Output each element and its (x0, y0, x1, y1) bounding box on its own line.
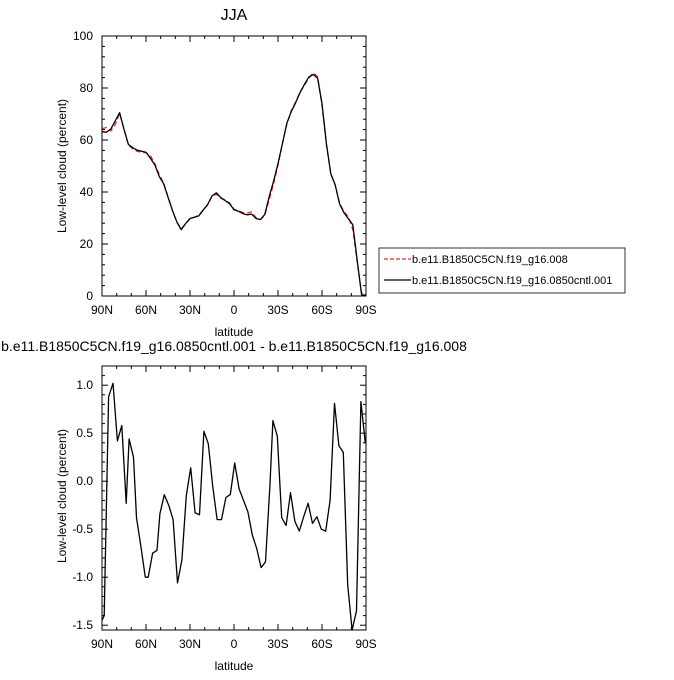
top-chart-title: JJA (221, 7, 248, 24)
top-y-tick-label: 60 (80, 133, 94, 147)
bottom-x-tick-label: 60S (311, 637, 332, 651)
top-plot-frame (101, 35, 367, 297)
bottom-x-axis-label: latitude (215, 659, 254, 673)
legend-entry-1: b.e11.B1850C5CN.f19_g16.008 (412, 254, 568, 266)
top-x-axis-label: latitude (215, 325, 254, 339)
top-panel: JJA Low-level cloud (percent) latitude 9… (55, 7, 377, 339)
top-x-tick-label: 90N (91, 303, 113, 317)
top-y-tick-label: 80 (80, 81, 94, 95)
top-y-tick-label: 0 (86, 289, 93, 303)
bottom-axis-ticks: 90N 60N 30N 0 30S 60S 90S -1.5 -1.0 -0.5 0.0 0.5 1.0 (72, 365, 377, 651)
bottom-y-axis-label: Low-level cloud (percent) (55, 429, 69, 563)
top-x-tick-label: 30N (179, 303, 201, 317)
top-series-line-2 (101, 73, 366, 296)
top-y-tick-label: 40 (80, 185, 94, 199)
top-y-axis-label: Low-level cloud (percent) (55, 99, 69, 233)
bottom-y-tick-label: 0.0 (76, 474, 93, 488)
legend-box (378, 247, 626, 294)
top-y-tick-label: 20 (80, 237, 94, 251)
top-x-tick-label: 0 (231, 303, 238, 317)
bottom-y-tick-label: 1.0 (76, 378, 93, 392)
top-y-tick-label: 100 (73, 29, 93, 43)
bottom-y-tick-label: -1.5 (72, 618, 93, 632)
bottom-x-tick-label: 30N (179, 637, 201, 651)
top-x-tick-label: 90S (355, 303, 376, 317)
bottom-chart-title: b.e11.B1850C5CN.f19_g16.0850cntl.001 - b… (1, 338, 467, 354)
top-series-line-1 (101, 72, 366, 294)
top-series-lines (101, 72, 366, 296)
bottom-panel: b.e11.B1850C5CN.f19_g16.0850cntl.001 - b… (1, 338, 467, 673)
top-x-tick-label: 60S (311, 303, 332, 317)
bottom-y-tick-label: -0.5 (72, 522, 93, 536)
bottom-x-tick-label: 90S (355, 637, 376, 651)
bottom-x-tick-label: 30S (267, 637, 288, 651)
top-axis-ticks: 90N 60N 30N 0 30S 60S 90S 0 20 40 60 80 100 (73, 29, 377, 317)
legend-entry-2: b.e11.B1850C5CN.f19_g16.0850cntl.001 (412, 275, 612, 287)
bottom-x-tick-label: 60N (135, 637, 157, 651)
top-x-tick-label: 60N (135, 303, 157, 317)
bottom-series-line-1 (101, 382, 366, 631)
bottom-y-tick-label: -1.0 (72, 570, 93, 584)
bottom-y-tick-label: 0.5 (76, 426, 93, 440)
bottom-x-tick-label: 0 (231, 637, 238, 651)
top-x-tick-label: 30S (267, 303, 288, 317)
bottom-series-lines (101, 382, 366, 631)
bottom-x-tick-label: 90N (91, 637, 113, 651)
bottom-plot-frame (101, 365, 367, 631)
legend: b.e11.B1850C5CN.f19_g16.008 b.e11.B1850C… (378, 247, 626, 294)
